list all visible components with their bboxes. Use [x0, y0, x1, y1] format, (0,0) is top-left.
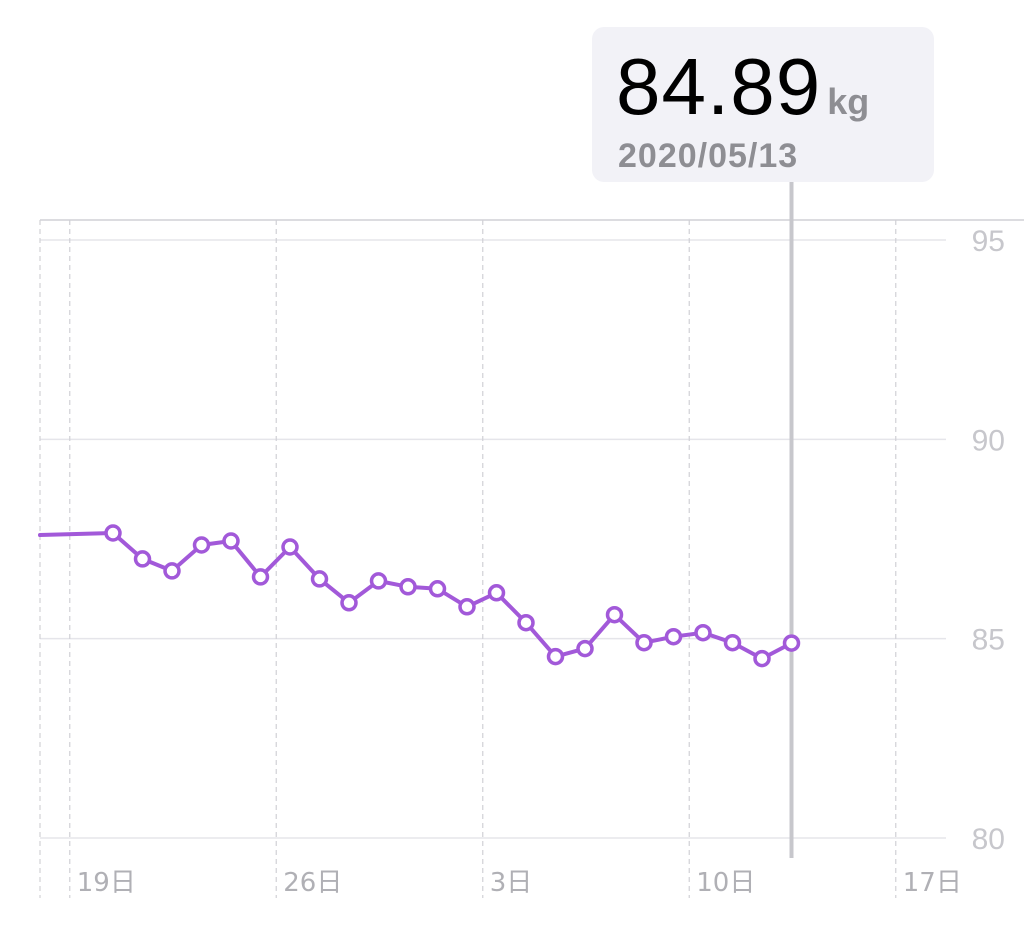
x-tick-label-2020-04-26: 26日 [283, 868, 342, 898]
grid-layer [39, 219, 1024, 898]
y-tick-labels: 95 90 85 80 [972, 225, 1005, 856]
selected-date: 2020/05/13 [618, 137, 799, 175]
data-point-2020-04-20[interactable] [104, 524, 122, 542]
x-tick-label-2020-05-10: 10日 [696, 868, 755, 898]
data-point-2020-04-30[interactable] [399, 578, 417, 596]
data-point-2020-05-12[interactable] [753, 649, 771, 668]
y-tick-label-85: 85 [972, 624, 1005, 657]
weight-unit: kg [827, 81, 870, 122]
x-tick-label-2020-05-17: 17日 [903, 868, 962, 898]
data-point-2020-04-24[interactable] [222, 532, 240, 550]
data-point-2020-05-13[interactable] [782, 634, 801, 652]
data-point-2020-05-08[interactable] [635, 633, 653, 652]
data-point-2020-05-11[interactable] [723, 633, 742, 652]
tooltip-value-row: 84.89 kg [616, 41, 869, 133]
data-point-2020-04-21[interactable] [133, 550, 152, 568]
data-point-2020-05-03[interactable] [487, 584, 506, 602]
data-point-2020-05-07[interactable] [605, 605, 624, 624]
data-point-2020-05-01[interactable] [428, 580, 447, 598]
data-point-2020-04-22[interactable] [163, 562, 181, 580]
data-point-2020-04-28[interactable] [340, 594, 358, 612]
data-point-2020-04-23[interactable] [192, 536, 211, 554]
data-point-2020-04-29[interactable] [369, 572, 388, 590]
data-point-2020-04-27[interactable] [310, 570, 329, 588]
selected-point-tooltip: 84.89 kg 2020/05/13 [592, 27, 934, 182]
data-point-2020-05-09[interactable] [664, 627, 683, 646]
data-point-2020-05-06[interactable] [576, 639, 594, 658]
x-tick-label-2020-04-19: 19日 [77, 868, 136, 898]
x-tick-label-2020-05-03: 3日 [490, 868, 533, 898]
x-tick-labels: 19日 26日 3日 10日 17日 [77, 868, 962, 898]
data-point-2020-05-02[interactable] [458, 598, 476, 616]
data-point-2020-05-05[interactable] [546, 647, 565, 666]
data-point-2020-04-26[interactable] [281, 538, 299, 556]
data-point-2020-04-25[interactable] [251, 568, 270, 586]
selected-weight-value: 84.89 [616, 42, 822, 131]
y-tick-label-90: 90 [972, 424, 1005, 457]
weight-series[interactable] [38, 524, 801, 668]
y-tick-label-95: 95 [972, 225, 1005, 258]
data-point-2020-05-10[interactable] [694, 623, 712, 642]
data-point-2020-05-04[interactable] [517, 613, 535, 632]
y-tick-label-80: 80 [972, 823, 1005, 856]
